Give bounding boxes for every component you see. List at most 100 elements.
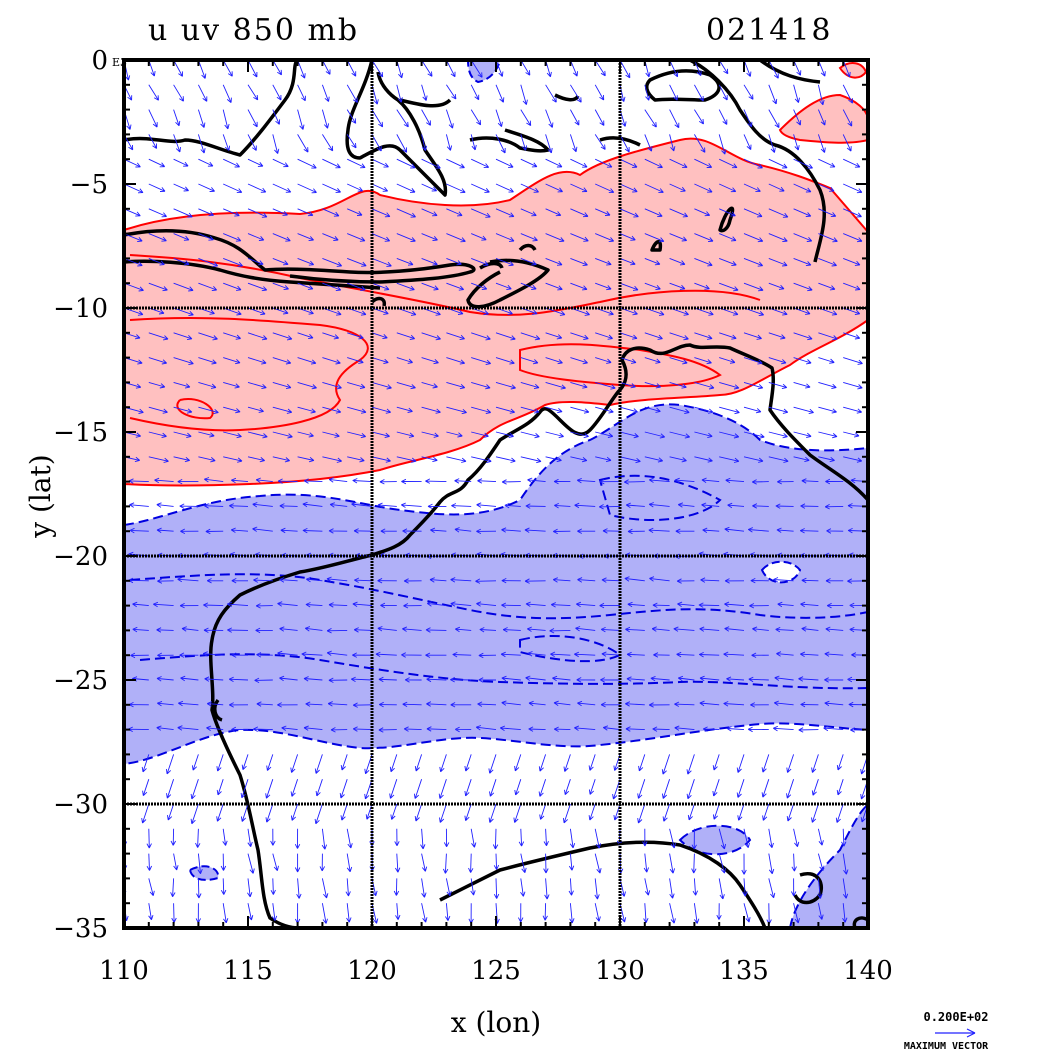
wind-vector [170,878,176,898]
wind-vector [216,754,224,772]
wind-vector [279,675,298,682]
wind-vector [495,158,514,168]
wind-vector [686,779,695,800]
wind-vector [421,282,439,291]
wind-vector [627,528,645,535]
wind-vector [528,700,546,707]
wind-vector [371,134,382,152]
y-tick-label: −15 [53,418,108,448]
wind-vector [544,878,550,900]
wind-vector [619,208,639,218]
wind-vector [253,577,273,583]
wind-vector [719,456,740,463]
wind-vector [272,853,279,871]
wind-vector [744,927,745,928]
wind-vector [173,431,192,438]
wind-vector [297,233,314,242]
wind-vector [241,754,249,771]
wind-vector [495,332,516,341]
wind-vector [443,828,450,848]
wind-vector [761,779,770,798]
wind-vector [749,603,769,609]
wind-vector [570,257,588,267]
wind-vector [148,109,158,128]
wind-vector [173,406,193,414]
wind-vector [180,528,199,535]
wind-vector [719,381,740,390]
wind-vector [818,282,836,291]
wind-vector [652,726,670,732]
wind-vector [148,381,166,389]
wind-vector [719,431,740,439]
wind-vector [154,477,174,484]
wind-vector [371,60,384,78]
wind-vector [421,878,427,898]
wind-vector [439,803,447,823]
wind-vector [364,779,373,800]
wind-vector [404,677,422,683]
wind-vector [545,431,564,439]
wind-vector [569,60,578,77]
wind-vector [445,903,451,921]
wind-vector [478,652,497,659]
negative-u-patch [678,824,752,856]
wind-vector [197,109,206,128]
wind-vector [867,283,868,284]
wind-vector [570,381,588,389]
wind-vector [691,828,697,850]
wind-vector [124,729,125,730]
wind-vector [206,578,224,584]
wind-vector [552,577,571,583]
wind-vector [843,208,862,218]
wind-vector [198,927,199,928]
wind-vector [247,109,258,128]
wind-vector [223,257,243,267]
wind-vector [798,676,819,682]
wind-vector [148,927,150,928]
wind-vector [619,134,630,153]
wind-vector [306,576,323,583]
wind-vector [429,577,447,583]
wind-vector [216,779,224,796]
wind-vector [198,158,214,167]
vector-scale-arrowhead [966,1028,976,1038]
wind-vector [644,109,657,128]
wind-vector [272,208,288,216]
wind-vector [130,652,149,659]
wind-vector [414,754,423,772]
wind-vector [396,927,398,928]
wind-vector [326,576,348,582]
x-axis-tick-labels: 110 115 120 125 130 135 140 [99,956,893,986]
wind-vector [793,406,814,415]
wind-vector [550,602,571,608]
gridlines [124,60,868,928]
wind-vector [644,134,653,152]
wind-vector [124,629,125,631]
wind-vector [305,701,323,707]
wind-vector [421,406,441,414]
wind-vector [842,878,849,899]
wind-vector [743,406,762,414]
wind-vector [247,357,267,365]
wind-vector [867,332,868,334]
wind-vector [793,332,813,341]
wind-vector [694,406,714,414]
wind-vector [468,853,474,873]
wind-vector [446,927,447,928]
wind-vector [817,878,823,899]
wind-vector [570,183,588,193]
wind-vector [148,84,159,101]
wind-vector [479,627,497,633]
wind-vector [371,456,391,463]
wind-vector [527,477,546,483]
wind-vector [776,651,794,657]
wind-vector [570,332,589,340]
wind-vector [727,502,745,509]
wind-vector [495,208,515,218]
wind-vector [346,903,352,923]
wind-vector [247,134,257,151]
wind-vector [701,502,720,508]
wind-vector [247,431,268,439]
wind-vector [197,853,203,875]
wind-vector [818,927,819,928]
